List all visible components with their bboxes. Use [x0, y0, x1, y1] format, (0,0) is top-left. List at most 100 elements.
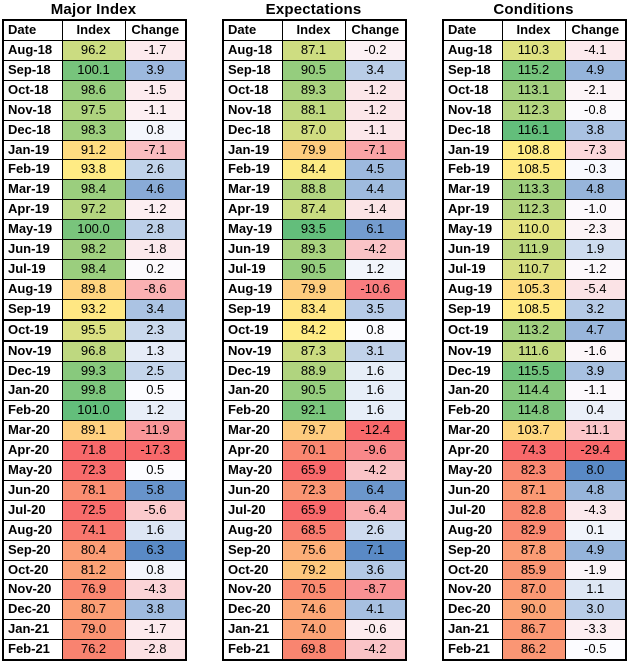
column-header-change: Change: [344, 19, 407, 41]
table-row: Mar-20 89.1 -11.9: [2, 420, 187, 442]
index-value-cell: 108.8: [501, 139, 566, 161]
index-value-cell: 87.8: [501, 539, 566, 561]
table-row: Jun-19 89.3 -4.2: [222, 239, 407, 260]
table-row: Jun-19 98.2 -1.8: [2, 239, 187, 260]
date-cell: Nov-19: [442, 340, 503, 362]
date-cell: Jan-20: [2, 380, 63, 402]
table-row: Aug-18 110.3 -4.1: [442, 40, 627, 61]
change-value-cell: 5.8: [124, 479, 187, 501]
change-value-cell: -4.3: [124, 579, 187, 601]
date-cell: Dec-18: [2, 119, 63, 141]
change-value-cell: 1.6: [124, 519, 187, 541]
change-value-cell: 6.4: [344, 479, 407, 501]
index-value-cell: 72.3: [281, 479, 346, 501]
date-cell: Mar-19: [442, 179, 503, 201]
change-value-cell: 3.4: [344, 59, 407, 81]
table-row: Jan-20 90.5 1.6: [222, 380, 407, 402]
index-value-cell: 93.8: [61, 159, 126, 181]
index-value-cell: 110.0: [501, 219, 566, 241]
change-value-cell: -1.1: [564, 380, 627, 402]
index-value-cell: 87.0: [281, 119, 346, 141]
change-value-cell: 6.3: [124, 539, 187, 561]
index-value-cell: 84.4: [281, 159, 346, 181]
change-value-cell: 0.8: [124, 119, 187, 141]
date-cell: Jan-19: [222, 139, 283, 161]
table-row: Dec-18 116.1 3.8: [442, 119, 627, 141]
date-cell: Jan-21: [2, 619, 63, 641]
change-value-cell: 1.6: [344, 360, 407, 382]
change-value-cell: -2.1: [564, 79, 627, 101]
table-row: Feb-20 92.1 1.6: [222, 400, 407, 422]
index-value-cell: 89.3: [281, 79, 346, 101]
change-value-cell: 6.1: [344, 219, 407, 241]
date-cell: Nov-20: [442, 579, 503, 601]
column-header-index: Index: [281, 19, 346, 41]
index-value-cell: 116.1: [501, 119, 566, 141]
change-value-cell: -9.6: [344, 440, 407, 462]
date-cell: Dec-20: [2, 599, 63, 621]
index-value-cell: 74.3: [501, 440, 566, 462]
date-cell: Jun-19: [442, 239, 503, 260]
date-cell: Oct-20: [222, 559, 283, 581]
index-value-cell: 79.9: [281, 278, 346, 300]
change-value-cell: 3.9: [564, 360, 627, 382]
index-value-cell: 72.5: [61, 499, 126, 521]
index-value-cell: 82.9: [501, 519, 566, 541]
date-cell: Jul-20: [2, 499, 63, 521]
date-cell: Jun-20: [2, 479, 63, 501]
table-row: Aug-20 68.5 2.6: [222, 519, 407, 541]
date-cell: Aug-20: [2, 519, 63, 541]
change-value-cell: -0.8: [564, 99, 627, 121]
table-row: Jan-20 99.8 0.5: [2, 380, 187, 402]
index-value-cell: 72.3: [61, 460, 126, 481]
panel-major-index: Major Index Date Index Change Aug-18 96.2…: [2, 0, 187, 661]
index-value-cell: 83.4: [281, 298, 346, 321]
table-row: Nov-18 112.3 -0.8: [442, 99, 627, 121]
index-value-cell: 87.0: [501, 579, 566, 601]
date-cell: Jul-19: [222, 258, 283, 280]
table-row: Jan-21 79.0 -1.7: [2, 619, 187, 641]
date-cell: Oct-19: [222, 318, 283, 342]
table-row: Sep-20 87.8 4.9: [442, 539, 627, 561]
date-cell: Mar-20: [222, 420, 283, 442]
change-value-cell: 0.1: [564, 519, 627, 541]
date-cell: Sep-20: [442, 539, 503, 561]
change-value-cell: -4.2: [344, 460, 407, 481]
change-value-cell: -1.8: [124, 239, 187, 260]
change-value-cell: 1.2: [124, 400, 187, 422]
date-cell: Feb-20: [442, 400, 503, 422]
index-value-cell: 84.2: [281, 318, 346, 342]
table-row: Jan-21 86.7 -3.3: [442, 619, 627, 641]
change-value-cell: -1.0: [564, 199, 627, 221]
index-value-cell: 76.2: [61, 639, 126, 661]
index-value-cell: 112.3: [501, 199, 566, 221]
index-value-cell: 100.1: [61, 59, 126, 81]
date-cell: Mar-19: [2, 179, 63, 201]
change-value-cell: -1.1: [124, 99, 187, 121]
change-value-cell: -0.5: [564, 639, 627, 661]
change-value-cell: -0.6: [344, 619, 407, 641]
table-row: Dec-18 98.3 0.8: [2, 119, 187, 141]
table-row: Oct-18 113.1 -2.1: [442, 79, 627, 101]
table-row: Jan-19 91.2 -7.1: [2, 139, 187, 161]
change-value-cell: 0.5: [124, 380, 187, 402]
change-value-cell: 4.7: [564, 318, 627, 342]
change-value-cell: -1.1: [344, 119, 407, 141]
date-cell: Oct-18: [2, 79, 63, 101]
table-row: Feb-19 93.8 2.6: [2, 159, 187, 181]
panel-title: Expectations: [265, 1, 362, 18]
table-row: Sep-19 93.2 3.4: [2, 298, 187, 321]
index-value-cell: 65.9: [281, 460, 346, 481]
date-cell: Jun-20: [442, 479, 503, 501]
date-cell: Jan-19: [442, 139, 503, 161]
table-row: Nov-19 96.8 1.3: [2, 340, 187, 362]
panel-expectations: Expectations Date Index Change Aug-18 87.…: [222, 0, 407, 661]
table-row: Jul-20 72.5 -5.6: [2, 499, 187, 521]
change-value-cell: -2.3: [564, 219, 627, 241]
index-value-cell: 74.0: [281, 619, 346, 641]
date-cell: May-20: [222, 460, 283, 481]
index-value-cell: 89.3: [281, 239, 346, 260]
column-header-change: Change: [564, 19, 627, 41]
column-header-date: Date: [222, 19, 283, 41]
table-row: Apr-19 112.3 -1.0: [442, 199, 627, 221]
